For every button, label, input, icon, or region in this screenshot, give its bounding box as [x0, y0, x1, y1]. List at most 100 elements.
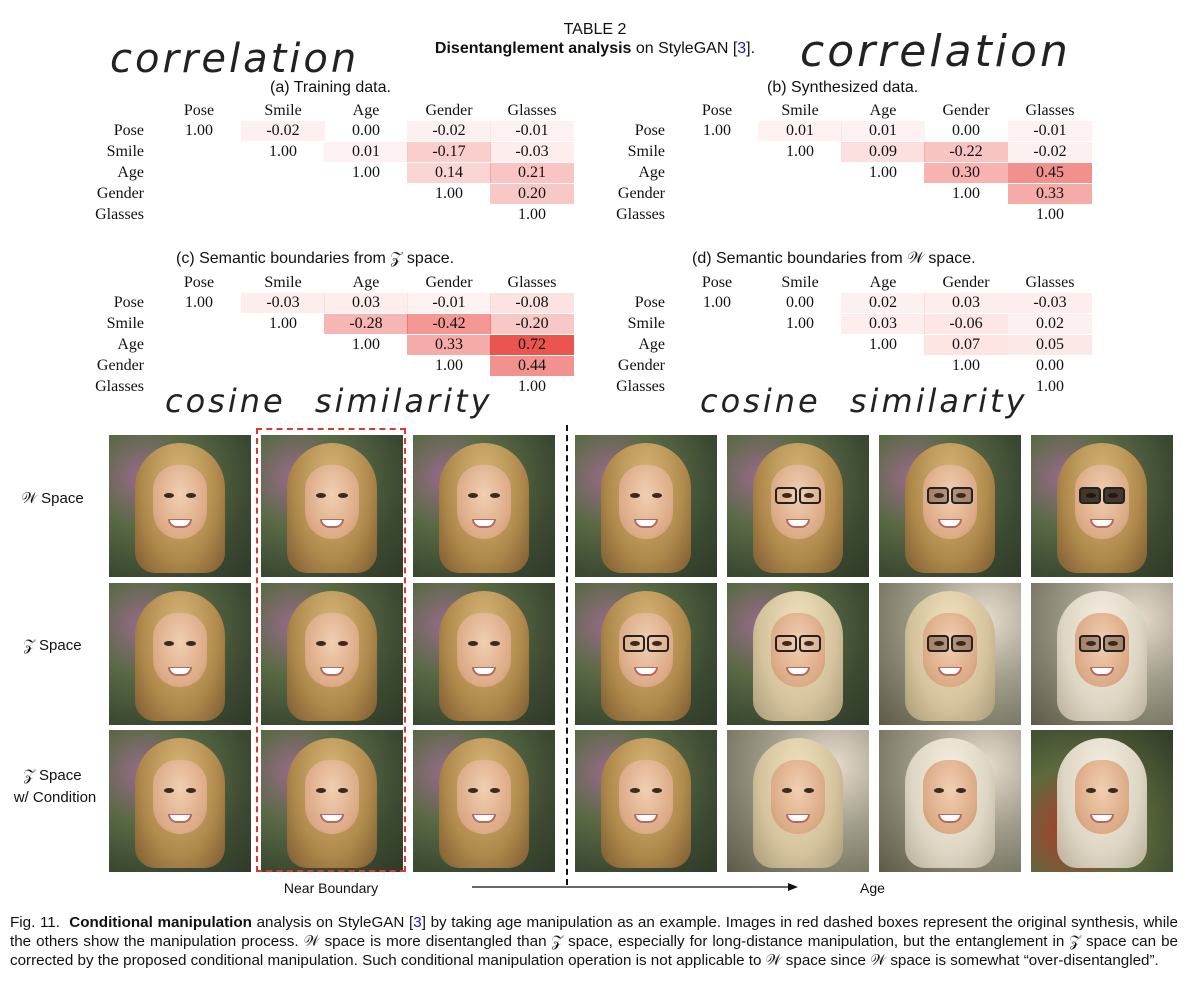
subtable-b-caption: (b) Synthesized data. — [767, 79, 919, 96]
table-cell: 0.00 — [952, 122, 980, 139]
caption-prefix: Fig. 11. — [10, 914, 60, 931]
row-header: Pose — [113, 294, 144, 311]
row-header: Gender — [96, 185, 144, 202]
table-cell: -0.03 — [490, 142, 574, 162]
column-header: Glasses — [507, 102, 557, 119]
subtable-a-caption: (a) Training data. — [270, 79, 391, 96]
face-image — [575, 583, 717, 725]
row-header: Glasses — [95, 206, 144, 223]
face-image — [109, 583, 251, 725]
column-header: Gender — [942, 274, 990, 291]
table-cell: -0.20 — [490, 314, 574, 334]
table-cell: 0.05 — [1008, 335, 1092, 355]
column-header: Smile — [781, 102, 819, 119]
row-header: Pose — [113, 122, 144, 139]
face-image — [1031, 730, 1173, 872]
face-image — [727, 583, 869, 725]
table-title: Disentanglement analysis on StyleGAN [3]… — [0, 39, 1190, 58]
subtable-c-caption: (c) Semantic boundaries from 𝒵 space. — [176, 250, 455, 267]
face-image — [575, 435, 717, 577]
row-label-z-space: 𝒵 Space — [23, 637, 82, 654]
table-cell: 0.03 — [924, 293, 1008, 313]
table-cell: 1.00 — [869, 336, 897, 353]
column-header: Pose — [701, 102, 733, 119]
table-cell: 1.00 — [703, 122, 731, 139]
table-cell: -0.01 — [407, 293, 491, 313]
face-image — [413, 730, 555, 872]
table-cell: 1.00 — [185, 294, 213, 311]
row-header: Pose — [634, 122, 665, 139]
table-cell: 0.02 — [841, 293, 925, 313]
caption-ref[interactable]: 3 — [413, 914, 422, 931]
column-header: Smile — [264, 274, 302, 291]
face-image — [727, 435, 869, 577]
table-cell: -0.02 — [1008, 142, 1092, 162]
row-header: Smile — [106, 143, 144, 160]
row-header: Gender — [96, 357, 144, 374]
table-cell: 0.09 — [841, 142, 925, 162]
table-cell: 1.00 — [786, 143, 814, 160]
table-cell: 0.33 — [1008, 184, 1092, 204]
table-cell: 1.00 — [869, 164, 897, 181]
table-cell: -0.08 — [490, 293, 574, 313]
original-synthesis-box — [256, 428, 406, 872]
table-title-rest: on StyleGAN [ — [631, 40, 738, 57]
row-label-w-space: 𝒲 Space — [21, 490, 84, 507]
table-title-end: ]. — [746, 40, 756, 57]
row-header: Pose — [634, 294, 665, 311]
table-cell: -0.02 — [407, 121, 491, 141]
table-cell: -0.03 — [241, 293, 325, 313]
column-header: Gender — [425, 274, 473, 291]
table-cell: -0.42 — [407, 314, 491, 334]
table-cell: 1.00 — [435, 185, 463, 202]
column-header: Smile — [781, 274, 819, 291]
table-cell: 0.00 — [786, 294, 814, 311]
table-cell: 0.01 — [841, 121, 925, 141]
table-cell: -0.22 — [924, 142, 1008, 162]
figure-caption: Fig. 11. Conditional manipulation analys… — [10, 913, 1178, 970]
table-cell: 1.00 — [786, 315, 814, 332]
age-axis-label: Age — [860, 880, 885, 896]
face-image — [1031, 435, 1173, 577]
table-cell: 1.00 — [269, 315, 297, 332]
column-header: Smile — [264, 102, 302, 119]
caption-part-b: ] by taking age manipulation as an examp… — [10, 914, 1178, 969]
caption-bold: Conditional manipulation — [69, 914, 252, 931]
face-image — [575, 730, 717, 872]
table-title-ref[interactable]: 3 — [737, 40, 747, 57]
table-cell: 0.02 — [1008, 314, 1092, 334]
table-cell: -0.17 — [407, 142, 491, 162]
row-header: Smile — [106, 315, 144, 332]
column-header: Pose — [183, 274, 215, 291]
table-cell: 1.00 — [1036, 378, 1064, 395]
table-cell: 0.45 — [1008, 163, 1092, 183]
row-header: Glasses — [616, 378, 665, 395]
table-cell: 0.20 — [490, 184, 574, 204]
table-cell: 0.07 — [924, 335, 1008, 355]
face-image — [879, 730, 1021, 872]
handwritten-cosine-left: cosine similarity — [165, 382, 493, 420]
table-cell: -0.01 — [1008, 121, 1092, 141]
table-cell: -0.28 — [324, 314, 408, 334]
table-cell: 1.00 — [518, 378, 546, 395]
row-header: Gender — [617, 185, 665, 202]
table-cell: 0.00 — [1036, 357, 1064, 374]
face-image — [879, 435, 1021, 577]
row-label-z-space-cond: 𝒵 Space — [23, 767, 82, 784]
handwritten-correlation-right: correlation — [800, 26, 1071, 77]
row-header: Gender — [617, 357, 665, 374]
face-image — [261, 730, 403, 872]
table-cell: 0.01 — [324, 142, 408, 162]
table-cell: 1.00 — [352, 164, 380, 181]
face-image — [261, 435, 403, 577]
column-header: Glasses — [507, 274, 557, 291]
face-image — [879, 583, 1021, 725]
face-image — [413, 435, 555, 577]
table-cell: 1.00 — [1036, 206, 1064, 223]
caption-part-a: analysis on StyleGAN [ — [251, 914, 414, 931]
row-header: Smile — [627, 143, 665, 160]
table-cell: -0.01 — [490, 121, 574, 141]
face-image — [413, 583, 555, 725]
column-header: Age — [352, 102, 380, 119]
face-image — [261, 583, 403, 725]
